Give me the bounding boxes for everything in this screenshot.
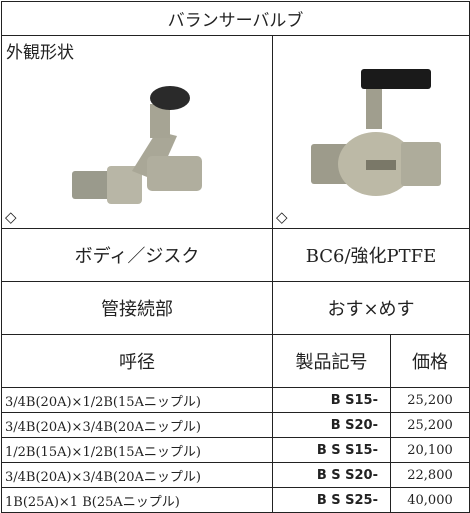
column-header: 製品記号: [272, 334, 391, 388]
data-row: 3/4B(20A)×3/4B(20Aニップル) B S20- 25,200: [1, 412, 470, 438]
title: バランサーバルブ: [0, 1, 470, 36]
data-row: 3/4B(20A)×1/2B(15Aニップル) B S15- 25,200: [1, 387, 470, 413]
label: 外観形状: [6, 43, 74, 63]
product-code: B S20-: [272, 412, 391, 438]
nominal-size: 3/4B(20A)×3/4B(20Aニップル): [1, 462, 273, 488]
column-header: 価格: [389, 334, 470, 388]
product-code: B S S15-: [272, 437, 391, 463]
row-value: BC6/強化PTFE: [271, 228, 470, 282]
product-code: B S S25-: [272, 487, 391, 513]
image-cell: 外観形状 ◇: [1, 35, 273, 229]
row-value: おす×めす: [271, 281, 470, 335]
nominal-size: 1/2B(15A)×1/2B(15Aニップル): [1, 437, 273, 463]
row-label: ボディ／ジスク: [1, 228, 273, 282]
column-header: 呼径: [1, 334, 273, 388]
price: 25,200: [389, 387, 470, 413]
price: 40,000: [389, 487, 470, 513]
data-row: 1B(25A)×1 B(25Aニップル) B S S25- 40,000: [1, 487, 470, 513]
header-row: 呼径 製品記号 価格: [1, 334, 470, 388]
data-row: 1/2B(15A)×1/2B(15Aニップル) B S S15- 20,100: [1, 437, 470, 463]
mark: ◇: [276, 208, 288, 226]
nominal-size: 3/4B(20A)×1/2B(15Aニップル): [1, 387, 273, 413]
price: 22,800: [389, 462, 470, 488]
product-code: B S15-: [272, 387, 391, 413]
mark: ◇: [5, 208, 17, 226]
price: 20,100: [389, 437, 470, 463]
data-row: 3/4B(20A)×3/4B(20Aニップル) B S S20- 22,800: [1, 462, 470, 488]
product-code: B S S20-: [272, 462, 391, 488]
nominal-size: 1B(25A)×1 B(25Aニップル): [1, 487, 273, 513]
image-cell: ◇: [271, 35, 470, 229]
nominal-size: 3/4B(20A)×3/4B(20Aニップル): [1, 412, 273, 438]
product-image: [72, 86, 202, 204]
row-label: 管接続部: [1, 281, 273, 335]
price: 25,200: [389, 412, 470, 438]
product-image: [311, 69, 441, 196]
